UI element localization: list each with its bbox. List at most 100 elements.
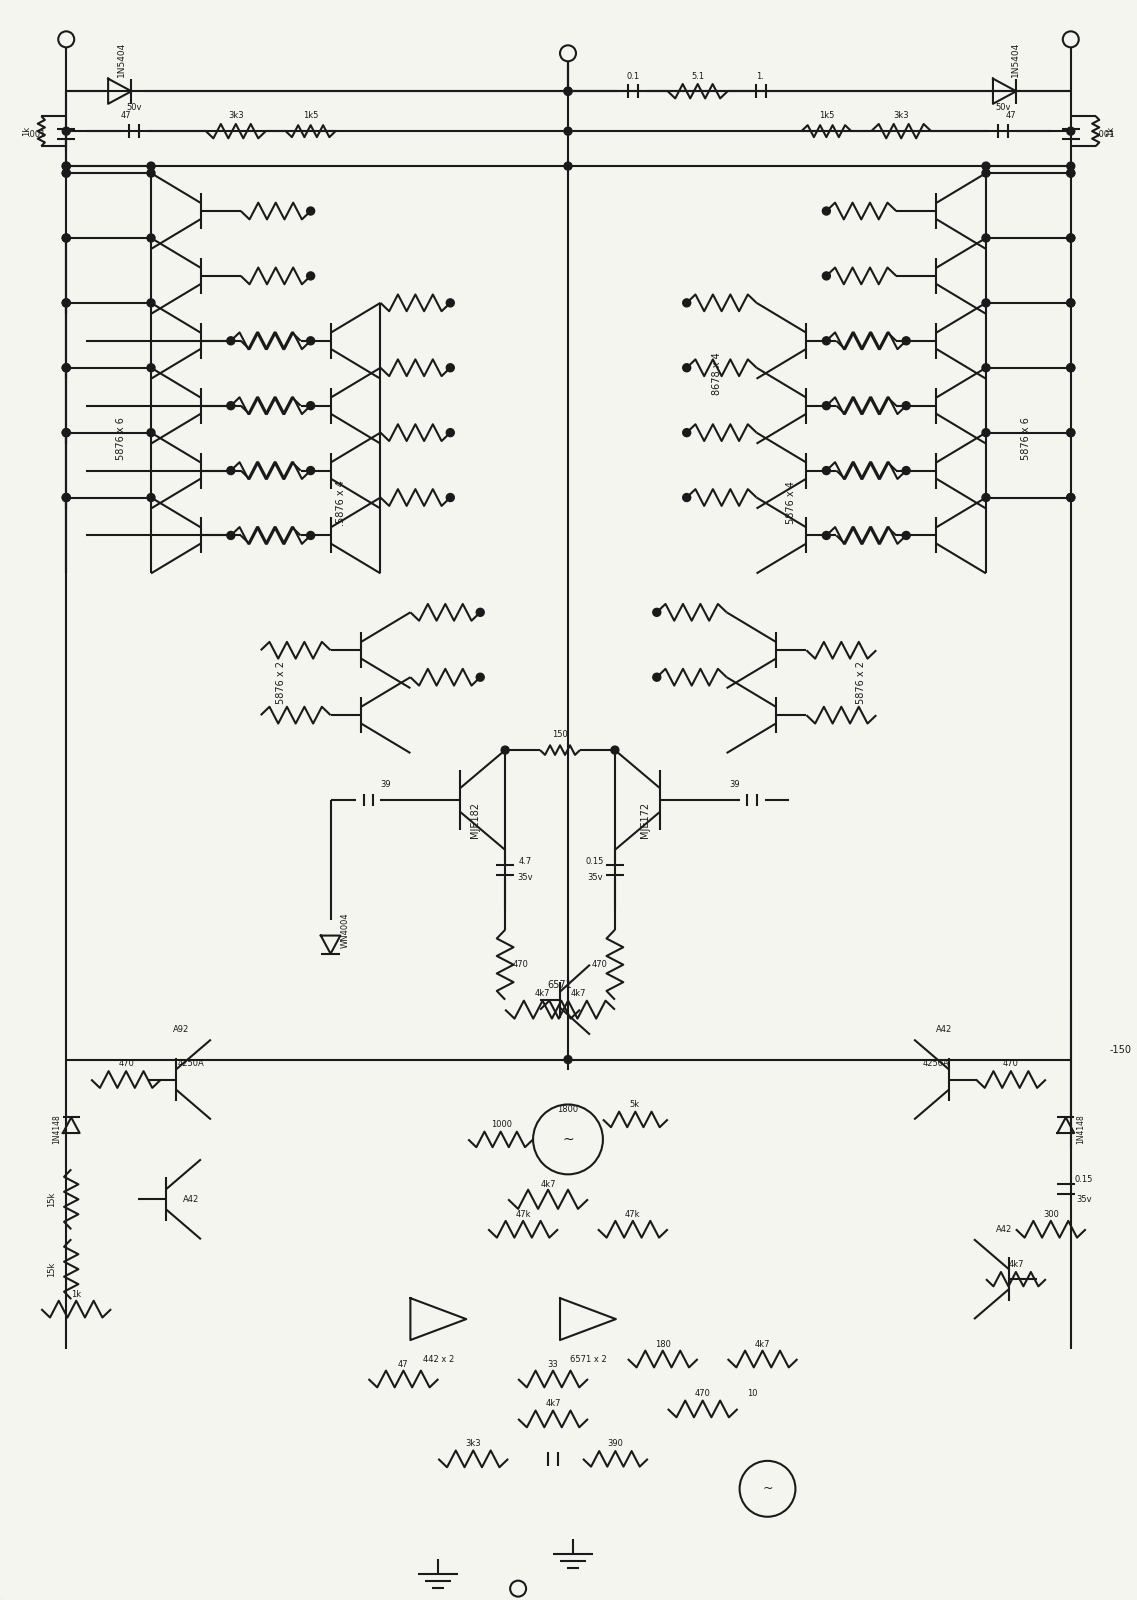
Circle shape [1067, 126, 1074, 134]
Circle shape [307, 402, 315, 410]
Text: 0.15: 0.15 [1074, 1174, 1093, 1184]
Circle shape [902, 531, 910, 539]
Text: 4250A: 4250A [177, 1059, 205, 1069]
Text: 1k5: 1k5 [302, 110, 318, 120]
Text: 5876 x 6: 5876 x 6 [116, 416, 126, 459]
Text: WN4004: WN4004 [341, 912, 350, 947]
Text: 1k: 1k [1106, 126, 1115, 136]
Text: 35v: 35v [587, 874, 603, 882]
Circle shape [63, 126, 70, 134]
Circle shape [501, 746, 509, 754]
Text: 4.7: 4.7 [518, 858, 532, 866]
Text: 0.15: 0.15 [586, 858, 604, 866]
Text: 4k7: 4k7 [534, 989, 550, 998]
Circle shape [982, 170, 990, 178]
Circle shape [63, 429, 70, 437]
Circle shape [982, 363, 990, 371]
Circle shape [63, 299, 70, 307]
Text: 5k: 5k [630, 1099, 640, 1109]
Circle shape [1067, 429, 1074, 437]
Text: 4k7: 4k7 [755, 1339, 770, 1349]
Circle shape [682, 429, 690, 437]
Circle shape [307, 338, 315, 344]
Circle shape [564, 88, 572, 96]
Circle shape [1067, 234, 1074, 242]
Circle shape [147, 493, 155, 501]
Text: 1.: 1. [756, 72, 764, 80]
Text: 4k7: 4k7 [1009, 1259, 1023, 1269]
Text: 1k5: 1k5 [819, 110, 835, 120]
Circle shape [147, 170, 155, 178]
Text: 1N4148: 1N4148 [1077, 1115, 1085, 1144]
Circle shape [1067, 170, 1074, 178]
Circle shape [63, 170, 70, 178]
Circle shape [447, 429, 455, 437]
Circle shape [63, 299, 70, 307]
Text: 4k7: 4k7 [546, 1400, 561, 1408]
Circle shape [63, 363, 70, 371]
Circle shape [653, 674, 661, 682]
Text: 47k: 47k [515, 1210, 531, 1219]
Text: 150: 150 [553, 730, 567, 739]
Text: 3k3: 3k3 [894, 110, 908, 120]
Circle shape [822, 272, 830, 280]
Text: ~: ~ [562, 1133, 574, 1147]
Text: .001: .001 [1096, 130, 1115, 139]
Circle shape [307, 272, 315, 280]
Circle shape [227, 467, 235, 475]
Circle shape [63, 429, 70, 437]
Circle shape [1067, 493, 1074, 501]
Circle shape [147, 234, 155, 242]
Text: 35v: 35v [1076, 1195, 1092, 1203]
Circle shape [982, 429, 990, 437]
Circle shape [822, 338, 830, 344]
Circle shape [611, 746, 619, 754]
Circle shape [307, 206, 315, 214]
Text: 1k: 1k [72, 1290, 81, 1299]
Text: 33: 33 [548, 1360, 558, 1368]
Circle shape [564, 1056, 572, 1064]
Circle shape [476, 608, 484, 616]
Circle shape [982, 299, 990, 307]
Circle shape [227, 531, 235, 539]
Circle shape [982, 493, 990, 501]
Circle shape [63, 234, 70, 242]
Circle shape [1067, 363, 1074, 371]
Text: 39: 39 [729, 779, 740, 789]
Circle shape [147, 299, 155, 307]
Circle shape [63, 493, 70, 501]
Text: 5.1: 5.1 [691, 72, 704, 80]
Circle shape [682, 299, 690, 307]
Text: .001: .001 [27, 130, 45, 139]
Text: 4k7: 4k7 [571, 989, 586, 998]
Text: ~: ~ [762, 1482, 773, 1496]
Text: 47k: 47k [625, 1210, 640, 1219]
Circle shape [1067, 234, 1074, 242]
Circle shape [63, 162, 70, 170]
Circle shape [822, 531, 830, 539]
Text: -150: -150 [1110, 1045, 1131, 1054]
Circle shape [147, 162, 155, 170]
Circle shape [902, 467, 910, 475]
Text: 50v: 50v [126, 102, 142, 112]
Circle shape [1067, 363, 1074, 371]
Circle shape [902, 338, 910, 344]
Text: 390: 390 [607, 1440, 623, 1448]
Circle shape [147, 429, 155, 437]
Circle shape [307, 467, 315, 475]
Circle shape [682, 363, 690, 371]
Circle shape [447, 299, 455, 307]
Text: 8678 x 4: 8678 x 4 [712, 352, 722, 395]
Circle shape [476, 674, 484, 682]
Text: 15k: 15k [47, 1261, 56, 1277]
Text: .5876 x 4: .5876 x 4 [335, 480, 346, 526]
Text: 1N5404: 1N5404 [117, 42, 125, 77]
Circle shape [63, 170, 70, 178]
Circle shape [147, 363, 155, 371]
Text: 47: 47 [1005, 110, 1016, 120]
Text: 0.1: 0.1 [626, 72, 639, 80]
Text: 15k: 15k [47, 1192, 56, 1206]
Circle shape [1067, 493, 1074, 501]
Circle shape [1067, 170, 1074, 178]
Text: 10: 10 [747, 1389, 757, 1398]
